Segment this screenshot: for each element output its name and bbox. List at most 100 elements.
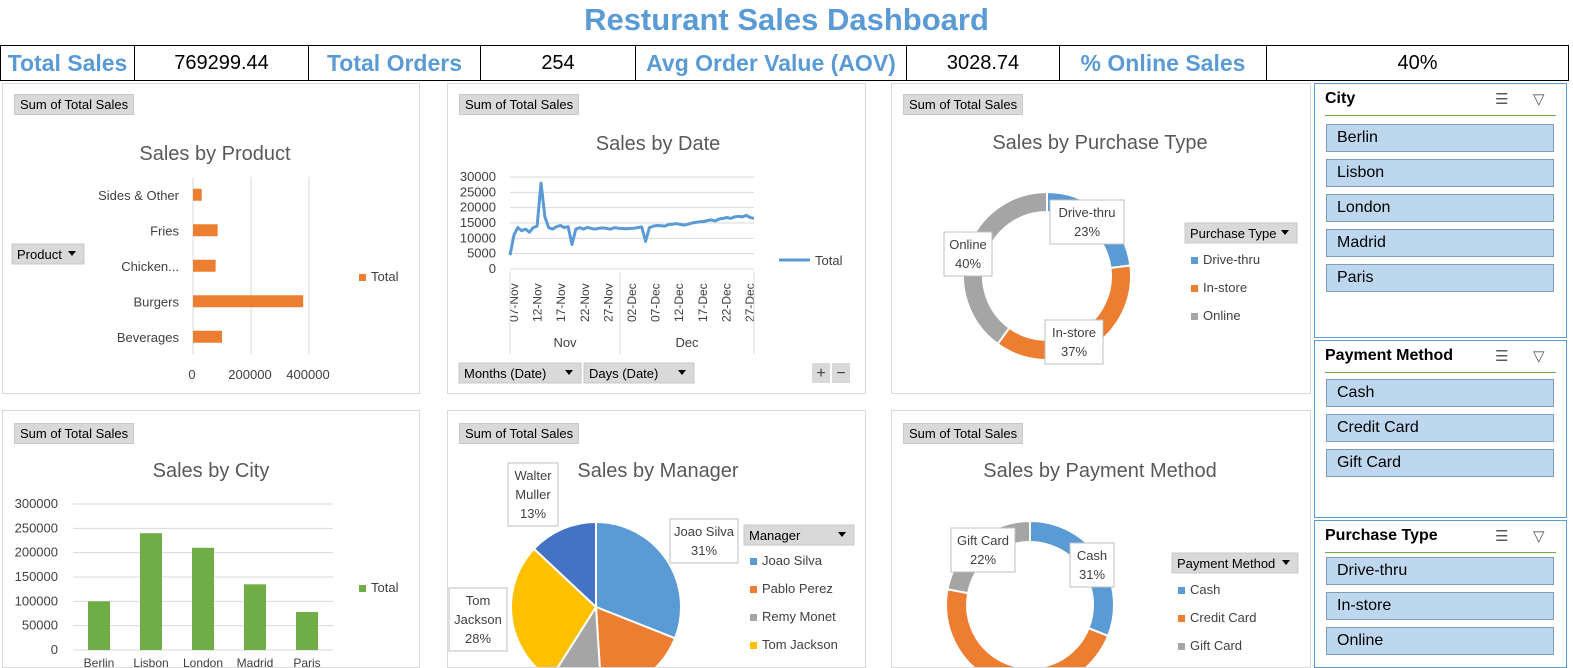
y-tick-label: 300000 bbox=[15, 496, 58, 511]
slice bbox=[962, 190, 1048, 346]
slicer-item-madrid[interactable]: Madrid bbox=[1326, 229, 1554, 257]
x-tick-label: 200000 bbox=[228, 367, 271, 382]
slicer-item-online[interactable]: Online bbox=[1326, 627, 1554, 655]
data-label-box bbox=[507, 462, 559, 527]
city-field-button[interactable]: Sum of Total Sales bbox=[14, 423, 135, 444]
kpi-total-orders-value: 254 bbox=[481, 46, 636, 80]
payment-field-button[interactable]: Sum of Total Sales bbox=[903, 423, 1024, 444]
kpi-online-value: 40% bbox=[1397, 51, 1438, 74]
y-tick-label: 150000 bbox=[15, 569, 58, 584]
y-tick-label: 25000 bbox=[460, 184, 496, 199]
clear-filter-icon[interactable]: ▽ bbox=[1533, 528, 1545, 545]
collapse-icon: − bbox=[836, 365, 845, 382]
y-tick-label: 200000 bbox=[15, 545, 58, 560]
product-field-button[interactable]: Sum of Total Sales bbox=[14, 94, 135, 115]
x-tick-label: Berlin bbox=[84, 656, 115, 668]
kpi-total-sales-value: 769299.44 bbox=[135, 46, 309, 80]
manager-field-button[interactable]: Sum of Total Sales bbox=[459, 423, 580, 444]
month-label: Dec bbox=[675, 335, 699, 350]
data-label-text: Joao Silva bbox=[674, 524, 735, 539]
data-label-text: 40% bbox=[955, 256, 981, 271]
x-tick-label: 12-Dec bbox=[672, 283, 686, 322]
slicer-item-gift-card[interactable]: Gift Card bbox=[1326, 449, 1554, 477]
legend-filter-button-bg bbox=[1184, 222, 1298, 244]
dropdown-arrow-icon bbox=[1282, 560, 1290, 565]
data-label-text: Gift Card bbox=[957, 533, 1009, 548]
x-tick-label: Paris bbox=[293, 656, 320, 668]
data-label-text: 28% bbox=[465, 631, 491, 646]
data-label-text: 31% bbox=[691, 543, 717, 558]
y-tick-label: Sides & Other bbox=[98, 188, 180, 203]
manager-chart-panel: Sum of Total Sales Sales by Manager Joao … bbox=[447, 410, 866, 668]
purchase-chart-panel: Sum of Total Sales Sales by Purchase Typ… bbox=[891, 83, 1311, 394]
legend-item-swatch bbox=[750, 558, 757, 565]
y-tick-label: Chicken... bbox=[121, 259, 179, 274]
slicer-item-paris[interactable]: Paris bbox=[1326, 264, 1554, 292]
date-field-button[interactable]: Sum of Total Sales bbox=[459, 94, 580, 115]
data-label-text: Online bbox=[949, 237, 987, 252]
dropdown-arrow-icon bbox=[68, 251, 76, 256]
multi-select-icon[interactable]: ☰ bbox=[1495, 91, 1509, 108]
legend-item: Drive-thru bbox=[1203, 252, 1260, 267]
date-chart-panel: Sum of Total Sales Sales by Date 30000 250… bbox=[447, 83, 866, 394]
y-tick-label: 0 bbox=[51, 642, 58, 657]
multi-select-icon[interactable]: ☰ bbox=[1495, 348, 1509, 365]
payment-chart-svg: Sales by Payment Method Cash 31% Gift Card 2… bbox=[945, 460, 1299, 667]
legend-item-swatch bbox=[1178, 643, 1185, 650]
bar bbox=[140, 533, 162, 650]
months-filter-button-bg bbox=[458, 362, 582, 384]
legend-item-swatch bbox=[1191, 313, 1198, 320]
legend-item: Total bbox=[371, 269, 399, 284]
slice bbox=[594, 605, 677, 667]
series-line bbox=[508, 181, 755, 256]
legend-item: Cash bbox=[1190, 582, 1220, 597]
chart-title: Sales by Purchase Type bbox=[992, 132, 1207, 154]
legend-item-swatch bbox=[359, 585, 366, 592]
data-label-text: Cash bbox=[1077, 548, 1107, 563]
slice bbox=[945, 588, 1110, 667]
data-label-text: Jackson bbox=[454, 612, 502, 627]
slicer-item-london[interactable]: London bbox=[1326, 194, 1554, 222]
dropdown-arrow-icon bbox=[565, 370, 573, 375]
data-label-text: 37% bbox=[1061, 344, 1087, 359]
month-label: Nov bbox=[553, 335, 577, 350]
slicer-item-cash[interactable]: Cash bbox=[1326, 379, 1554, 407]
legend-item: Remy Monet bbox=[762, 609, 836, 624]
clear-filter-icon[interactable]: ▽ bbox=[1533, 348, 1545, 365]
bar bbox=[193, 295, 304, 308]
chart-title: Sales by Manager bbox=[577, 460, 739, 482]
slicer-item-in-store[interactable]: In-store bbox=[1326, 592, 1554, 620]
slicer-item-lisbon[interactable]: Lisbon bbox=[1326, 159, 1554, 187]
bar bbox=[193, 330, 222, 343]
slice bbox=[595, 520, 682, 640]
legend-item-swatch bbox=[1191, 257, 1198, 264]
slicer-item-credit-card[interactable]: Credit Card bbox=[1326, 414, 1554, 442]
slicer-item-berlin[interactable]: Berlin bbox=[1326, 124, 1554, 152]
data-label-box bbox=[1044, 319, 1104, 365]
y-tick-label: 5000 bbox=[467, 246, 496, 261]
slicer-item-drive-thru[interactable]: Drive-thru bbox=[1326, 557, 1554, 585]
y-tick-label: Beverages bbox=[117, 330, 180, 345]
kpi-aov-value: 3028.74 bbox=[907, 46, 1060, 80]
product-filter-button-bg bbox=[11, 243, 85, 265]
x-tick-label: Lisbon bbox=[133, 656, 168, 668]
product-chart-panel: Sum of Total Sales Sales by Product 0 2000… bbox=[2, 83, 420, 394]
bar bbox=[88, 601, 110, 650]
x-tick-label: 07-Nov bbox=[507, 283, 521, 322]
clear-filter-icon[interactable]: ▽ bbox=[1533, 91, 1545, 108]
bar bbox=[193, 224, 218, 237]
y-tick-label: Fries bbox=[150, 223, 179, 238]
purchase-field-button[interactable]: Sum of Total Sales bbox=[903, 94, 1024, 115]
x-tick-label: 17-Dec bbox=[696, 283, 710, 322]
legend-filter-button: Purchase Type bbox=[1190, 226, 1276, 241]
dropdown-arrow-icon bbox=[678, 370, 686, 375]
chart-title: Sales by Payment Method bbox=[983, 460, 1216, 482]
product-filter-button: Product bbox=[17, 247, 62, 262]
payment-slicer: Payment Method ☰ ▽ Cash Credit Card Gift… bbox=[1314, 340, 1567, 518]
data-label-text: Drive-thru bbox=[1058, 205, 1115, 220]
multi-select-icon[interactable]: ☰ bbox=[1495, 528, 1509, 545]
legend-item: Joao Silva bbox=[762, 553, 823, 568]
data-label-text: 13% bbox=[520, 506, 546, 521]
payment-chart-panel: Sum of Total Sales Sales by Payment Meth… bbox=[891, 410, 1311, 668]
x-tick-label: 22-Dec bbox=[719, 283, 733, 322]
